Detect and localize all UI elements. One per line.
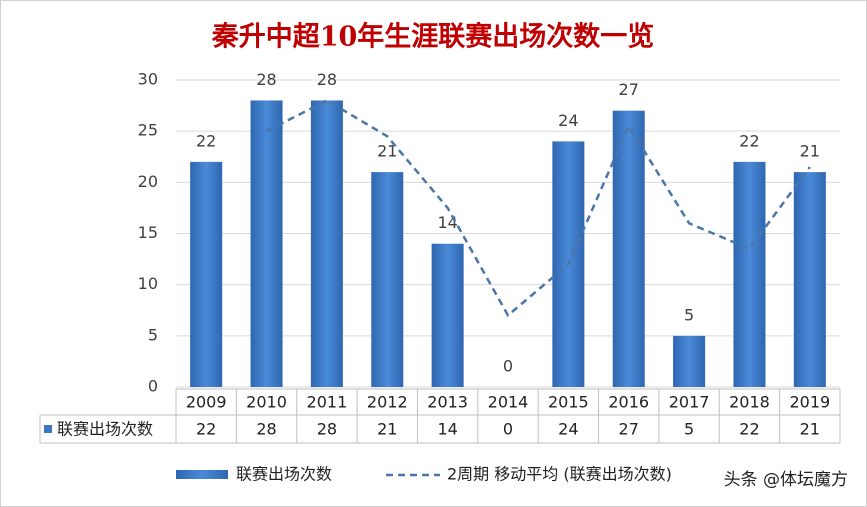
y-tick-label: 25 (138, 121, 158, 140)
table-cell: 22 (196, 420, 216, 439)
x-tick-label: 2009 (186, 393, 227, 412)
data-label: 5 (684, 305, 694, 324)
data-label: 21 (377, 142, 397, 161)
chart-title: 秦升中超10年生涯联赛出场次数一览 (211, 21, 655, 53)
x-tick-label: 2010 (246, 393, 287, 412)
table-cell: 0 (503, 420, 513, 439)
legend-key (176, 470, 228, 479)
y-tick-label: 15 (138, 223, 158, 242)
table-row-header: 联赛出场次数 (57, 420, 153, 439)
bar (793, 172, 826, 387)
y-tick-label: 5 (148, 325, 158, 344)
data-label: 22 (196, 131, 216, 150)
x-tick-label: 2014 (488, 393, 529, 412)
bar (310, 100, 343, 387)
bar (250, 100, 283, 387)
table-legend-key (44, 425, 52, 433)
data-label: 24 (558, 111, 578, 130)
bar (733, 161, 766, 387)
watermark: 头条 @体坛魔方 (724, 470, 848, 490)
x-tick-label: 2013 (427, 393, 468, 412)
table-cell: 21 (800, 420, 820, 439)
table-cell: 5 (684, 420, 694, 439)
x-tick-label: 2018 (729, 393, 770, 412)
data-label: 0 (503, 357, 513, 376)
x-tick-label: 2011 (307, 393, 348, 412)
table-cell: 21 (377, 420, 397, 439)
y-tick-label: 0 (148, 377, 158, 396)
table-cell: 14 (437, 420, 457, 439)
moving-average-line (265, 99, 811, 318)
x-tick-label: 2015 (548, 393, 589, 412)
table-cell: 28 (256, 420, 276, 439)
bar (673, 335, 706, 387)
x-tick-label: 2017 (669, 393, 710, 412)
legend-label: 2周期 移动平均 (联赛出场次数) (447, 465, 672, 484)
data-label: 21 (800, 142, 820, 161)
bar (190, 161, 223, 387)
x-tick-label: 2019 (789, 393, 830, 412)
table-cell: 24 (558, 420, 578, 439)
table-cell: 22 (739, 420, 759, 439)
data-label: 28 (317, 70, 337, 89)
y-tick-label: 10 (138, 274, 158, 293)
data-label: 27 (619, 80, 639, 99)
table-cell: 28 (317, 420, 337, 439)
x-tick-label: 2016 (608, 393, 649, 412)
table-cell: 27 (619, 420, 639, 439)
data-label: 22 (739, 131, 759, 150)
x-tick-label: 2012 (367, 393, 408, 412)
legend-label: 联赛出场次数 (236, 465, 332, 484)
y-tick-label: 30 (138, 70, 158, 89)
bar (371, 172, 404, 387)
data-label: 28 (256, 70, 276, 89)
data-label: 14 (437, 213, 457, 232)
bar (431, 243, 464, 387)
bar (612, 110, 645, 387)
y-tick-label: 20 (138, 172, 158, 191)
